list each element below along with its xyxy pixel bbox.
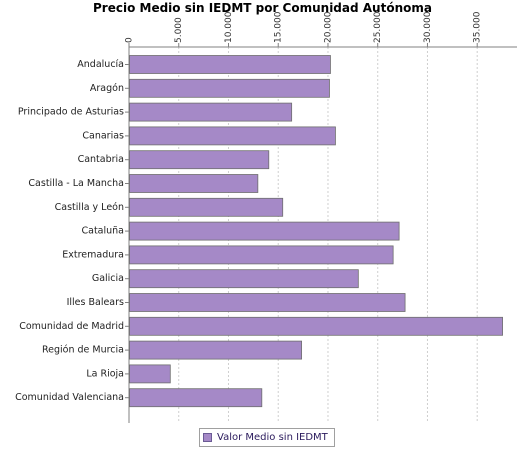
bar xyxy=(129,102,293,122)
x-tick-label: 10.000 xyxy=(224,11,234,43)
category-label: Illes Balears xyxy=(67,297,124,308)
bar xyxy=(129,197,284,217)
bar xyxy=(129,340,303,360)
category-label: Castilla - La Mancha xyxy=(28,178,124,189)
bar xyxy=(129,293,406,312)
x-tick-label: 20.000 xyxy=(323,11,333,43)
category-label: Comunidad de Madrid xyxy=(19,321,124,332)
legend-label: Valor Medio sin IEDMT xyxy=(217,432,328,443)
bar xyxy=(129,126,336,146)
x-tick-label: 5.000 xyxy=(174,17,184,43)
x-tick-label: 30.000 xyxy=(423,11,433,43)
category-label: Andalucía xyxy=(77,59,124,70)
category-label: Comunidad Valenciana xyxy=(15,392,124,403)
bar xyxy=(129,388,263,408)
legend: Valor Medio sin IEDMT xyxy=(199,428,335,447)
category-label: Canarias xyxy=(82,130,124,141)
x-tick-label: 35.000 xyxy=(473,11,483,43)
category-label: Cantabria xyxy=(78,154,124,165)
bar xyxy=(129,269,359,289)
bar xyxy=(129,221,400,241)
category-label: La Rioja xyxy=(86,368,124,379)
x-tick-label: 25.000 xyxy=(373,11,383,43)
chart-title: Precio Medio sin IEDMT por Comunidad Aut… xyxy=(93,1,432,15)
category-label: Aragón xyxy=(90,83,124,94)
legend-swatch xyxy=(203,433,212,442)
category-label: Principado de Asturias xyxy=(18,107,124,118)
category-label: Castilla y León xyxy=(55,202,124,213)
bar xyxy=(129,245,394,265)
bar xyxy=(129,364,171,384)
category-label: Galicia xyxy=(92,273,124,284)
bar xyxy=(129,316,503,336)
x-tick-label: 0 xyxy=(125,37,135,43)
bar xyxy=(129,174,259,193)
category-label: Región de Murcia xyxy=(42,345,124,356)
x-tick-label: 15.000 xyxy=(274,11,284,43)
bar xyxy=(129,78,330,98)
bar xyxy=(129,150,270,170)
bar xyxy=(129,55,331,74)
category-label: Extremadura xyxy=(62,249,124,260)
category-label: Cataluña xyxy=(81,226,124,237)
